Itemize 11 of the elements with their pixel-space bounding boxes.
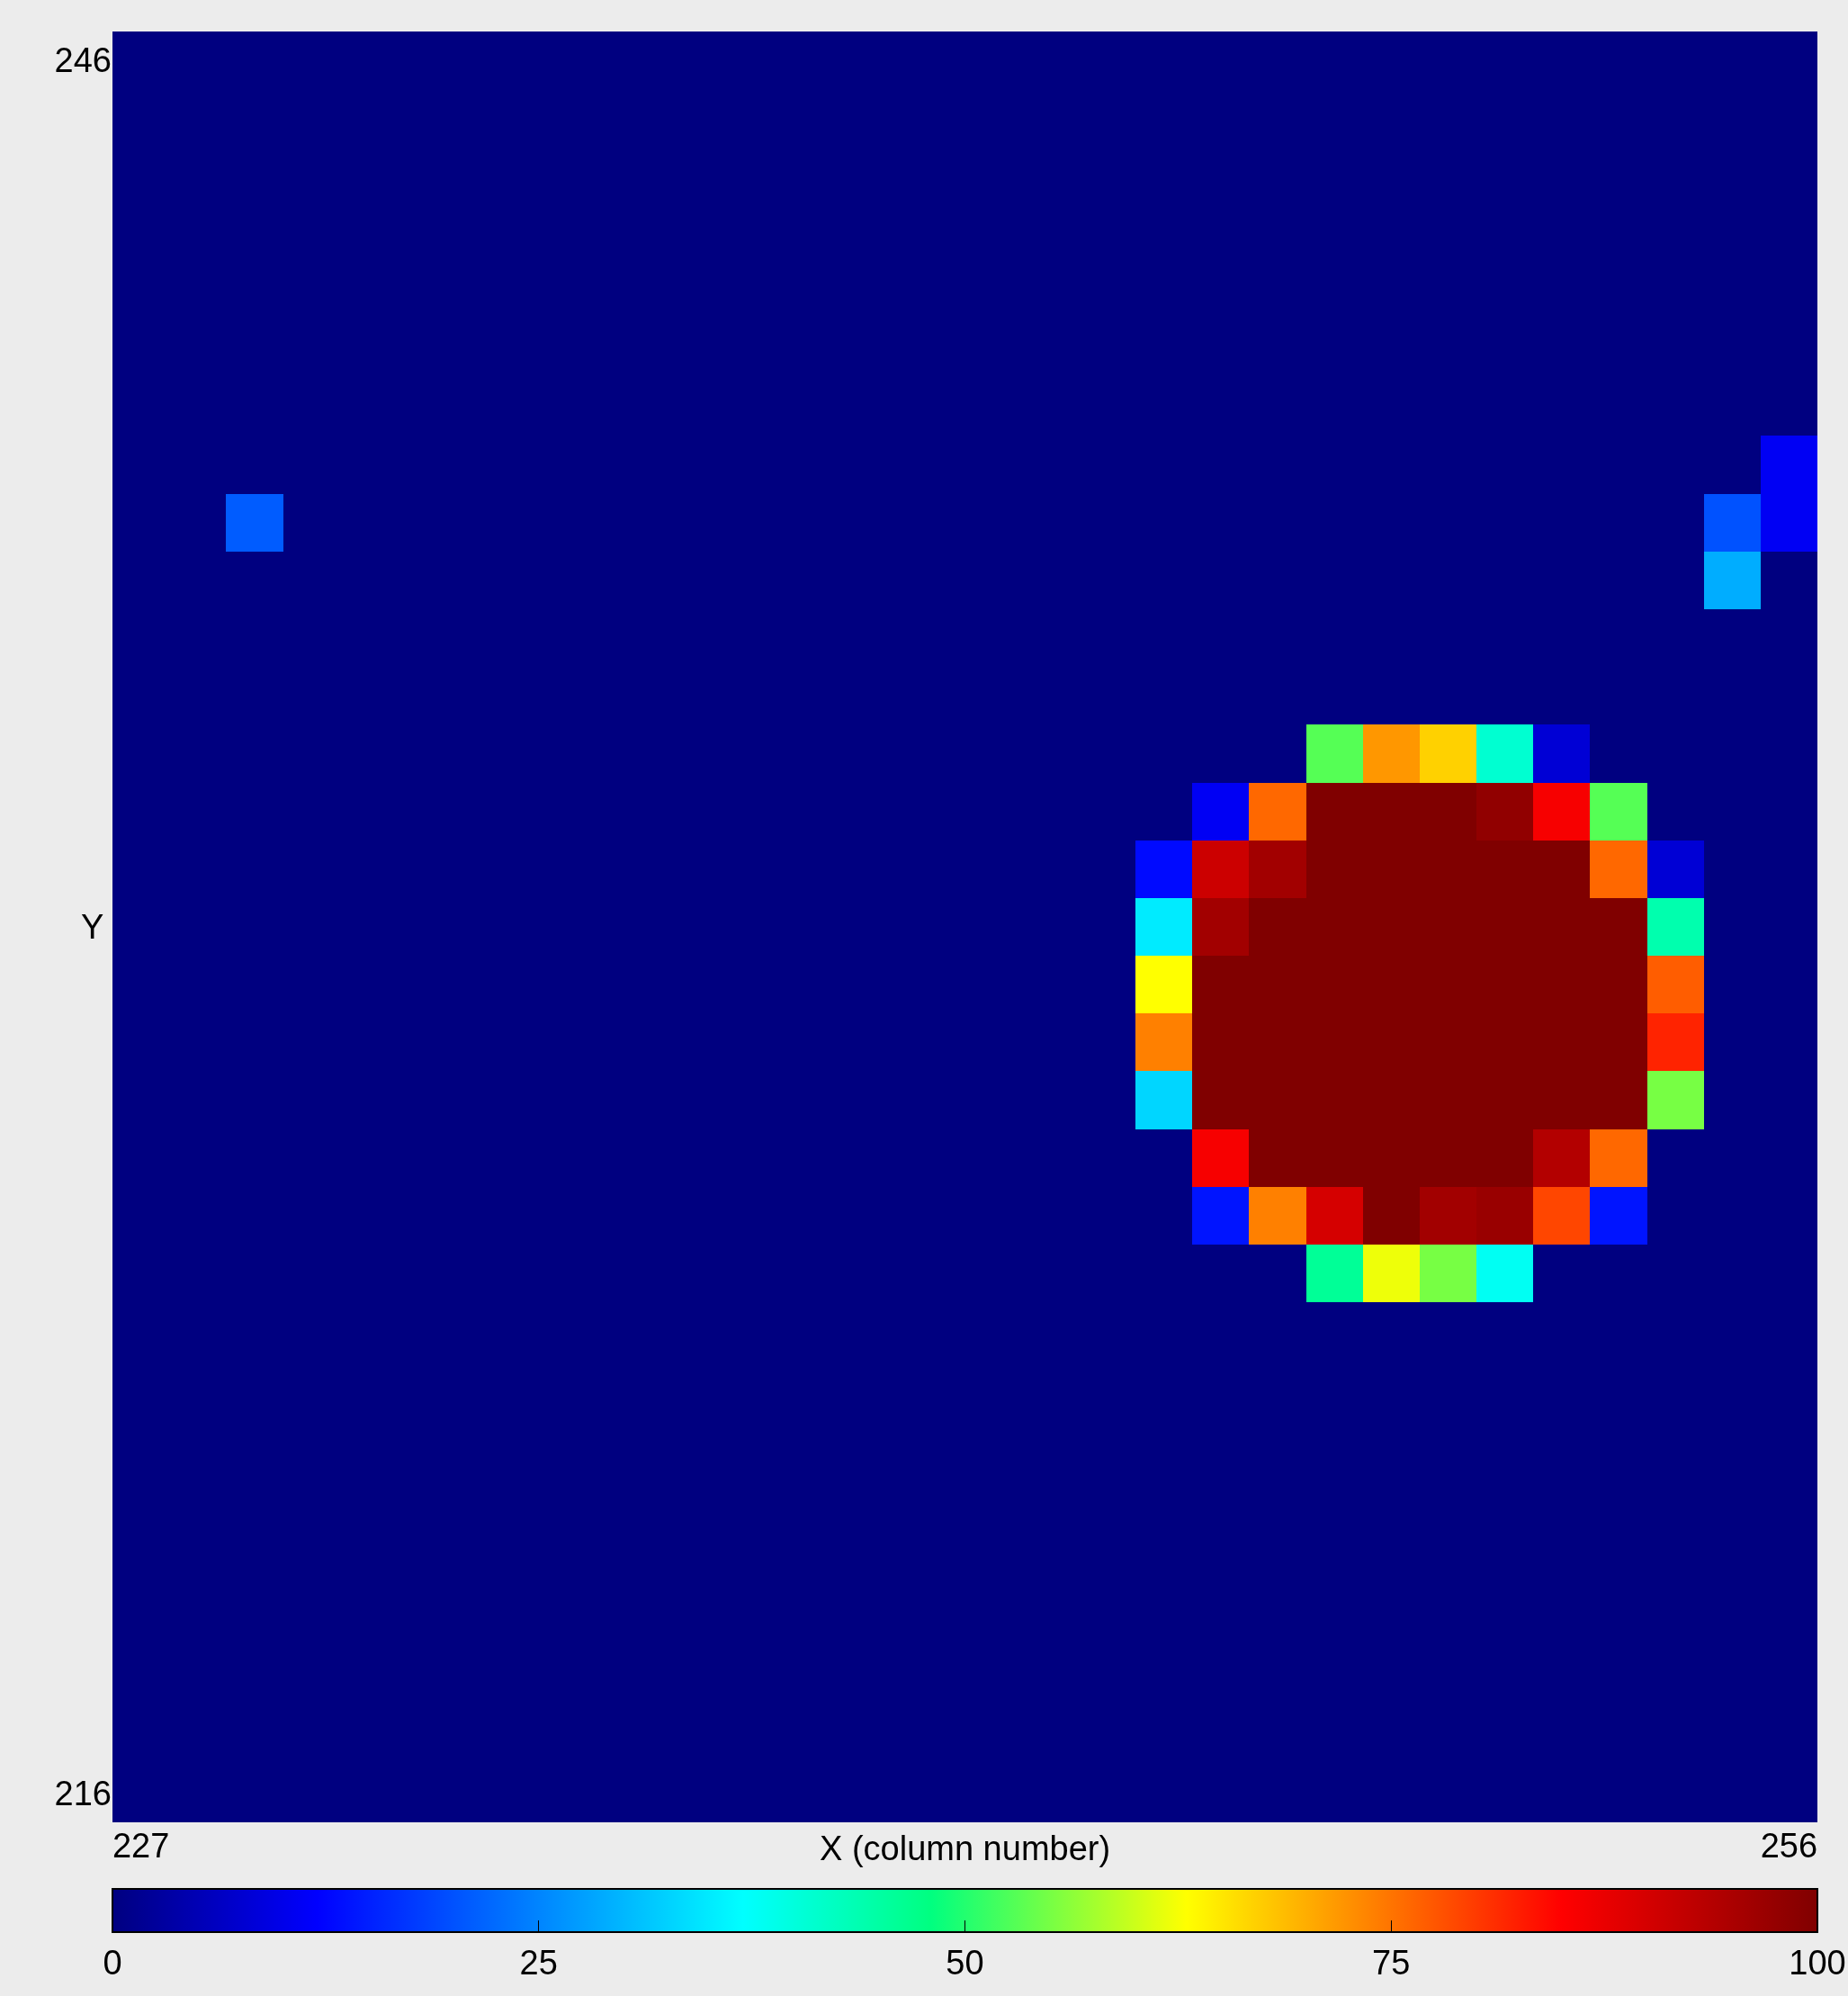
color-bar-label: 50: [946, 1944, 984, 1983]
y-axis-title: Y: [81, 908, 104, 946]
y-tick-label: 216: [54, 1775, 112, 1813]
y-tick-label: 246: [54, 41, 112, 80]
color-bar-label: 75: [1372, 1944, 1411, 1983]
color-bar-label: 0: [103, 1944, 122, 1983]
x-axis-title: X (column number): [820, 1830, 1111, 1867]
x-tick-label: 256: [1760, 1827, 1818, 1865]
color-bar-label: 100: [1789, 1944, 1846, 1983]
color-bar-label: 25: [519, 1944, 558, 1983]
x-tick-label: 227: [112, 1827, 170, 1865]
